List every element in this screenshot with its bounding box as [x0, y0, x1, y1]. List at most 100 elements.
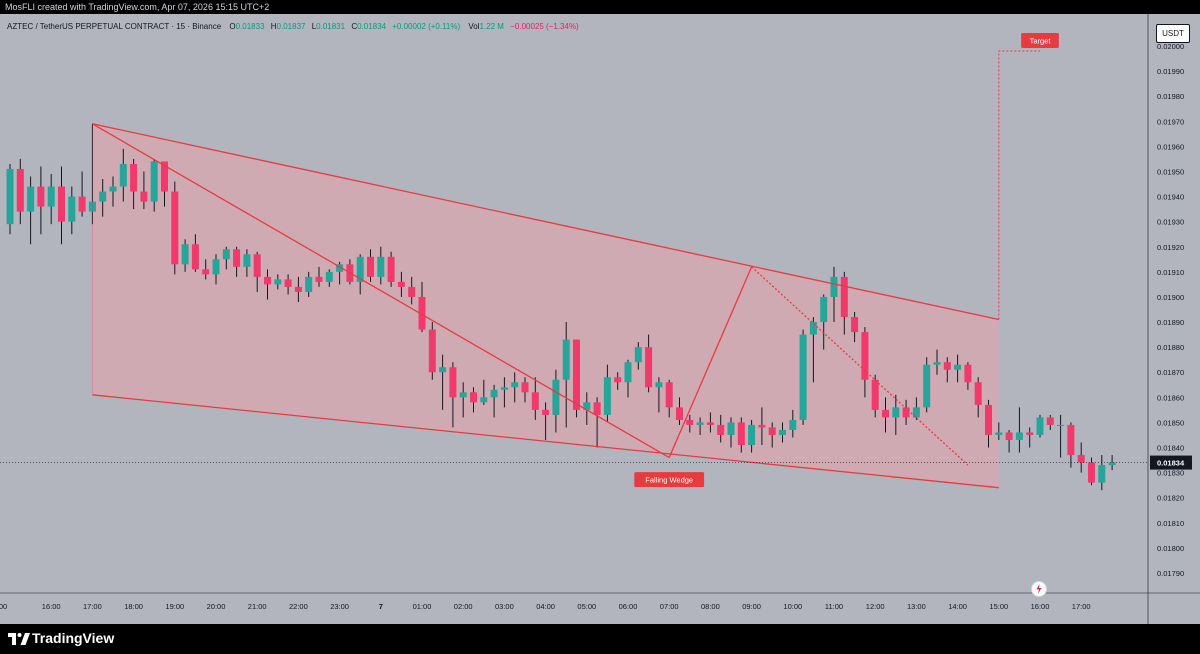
candle-89[interactable]: [923, 357, 931, 413]
candle-51[interactable]: [531, 377, 539, 420]
candle-95[interactable]: [985, 399, 992, 448]
candle-106[interactable]: [1098, 455, 1106, 491]
candle-27[interactable]: [284, 274, 292, 295]
candle-53[interactable]: [552, 369, 560, 433]
candle-30[interactable]: [315, 266, 323, 287]
candle-101[interactable]: [1046, 414, 1054, 430]
candle-42[interactable]: [439, 354, 447, 410]
candle-12[interactable]: [130, 158, 138, 210]
candle-68[interactable]: [706, 412, 714, 433]
candle-93[interactable]: [964, 362, 972, 390]
candle-56[interactable]: [583, 392, 591, 425]
candle-9[interactable]: [99, 179, 107, 217]
candle-86[interactable]: [892, 394, 900, 435]
target-label[interactable]: Target: [1021, 32, 1059, 48]
candle-17[interactable]: [181, 239, 189, 272]
falling-wedge-label[interactable]: Falling Wedge: [634, 472, 705, 488]
zigzag-segment-1[interactable]: [668, 266, 753, 458]
lightning-icon[interactable]: [1031, 581, 1047, 597]
candle-66[interactable]: [686, 414, 694, 433]
candle-2[interactable]: [27, 176, 35, 245]
candle-80[interactable]: [830, 266, 838, 323]
falling-wedge-area[interactable]: [92, 123, 999, 488]
candle-82[interactable]: [851, 312, 859, 343]
candle-19[interactable]: [202, 259, 210, 280]
current-price-tag[interactable]: [1150, 455, 1192, 470]
candle-34[interactable]: [356, 254, 364, 295]
candle-7[interactable]: [78, 171, 86, 217]
candle-57[interactable]: [593, 397, 601, 448]
candlestick-chart[interactable]: Falling Wedge Target 0.02000 0.01990 0.0198…: [0, 14, 1200, 624]
time-axis[interactable]: :00 16:00 17:00 18:00 19:00 20:00 21:00 22:00 23…: [0, 602, 1091, 611]
candle-62[interactable]: [645, 334, 653, 393]
candle-102[interactable]: [1057, 414, 1065, 458]
zigzag-segment-0[interactable]: [92, 123, 670, 459]
candle-97[interactable]: [1005, 429, 1013, 453]
candle-70[interactable]: [727, 417, 735, 448]
candle-47[interactable]: [490, 384, 498, 418]
candle-74[interactable]: [768, 422, 776, 448]
candle-98[interactable]: [1015, 407, 1023, 453]
candle-46[interactable]: [480, 379, 488, 405]
candle-8[interactable]: [88, 123, 96, 225]
zigzag-segment-2[interactable]: [751, 266, 969, 466]
candle-69[interactable]: [717, 414, 725, 443]
candle-11[interactable]: [119, 148, 127, 202]
candle-13[interactable]: [140, 171, 148, 210]
candle-41[interactable]: [428, 322, 436, 380]
tradingview-brand[interactable]: TradingView: [32, 630, 115, 646]
candle-16[interactable]: [171, 181, 179, 275]
candle-28[interactable]: [294, 276, 302, 302]
candle-78[interactable]: [809, 317, 817, 383]
candle-6[interactable]: [68, 186, 76, 235]
candle-67[interactable]: [696, 417, 704, 435]
candle-35[interactable]: [367, 249, 374, 282]
candle-10[interactable]: [109, 176, 117, 207]
candle-43[interactable]: [449, 362, 457, 428]
candle-39[interactable]: [408, 276, 416, 305]
candle-36[interactable]: [377, 246, 385, 285]
candle-105[interactable]: [1088, 457, 1095, 486]
candle-23[interactable]: [243, 249, 251, 277]
candle-14[interactable]: [150, 158, 158, 212]
candle-79[interactable]: [820, 294, 828, 350]
candle-64[interactable]: [665, 379, 673, 418]
candle-88[interactable]: [912, 397, 920, 420]
candle-72[interactable]: [748, 419, 756, 453]
candle-77[interactable]: [799, 329, 807, 425]
candle-103[interactable]: [1067, 422, 1075, 468]
candle-71[interactable]: [737, 417, 745, 453]
price-axis[interactable]: 0.02000 0.01990 0.01980 0.01970 0.01960 0.019…: [1150, 42, 1192, 578]
candle-38[interactable]: [397, 271, 405, 297]
candle-20[interactable]: [212, 254, 220, 285]
candle-32[interactable]: [336, 261, 344, 285]
candle-0[interactable]: [6, 163, 14, 235]
candle-65[interactable]: [676, 397, 683, 425]
candle-5[interactable]: [58, 166, 65, 245]
candle-22[interactable]: [233, 246, 241, 277]
tradingview-logo-icon[interactable]: [8, 632, 30, 646]
candle-24[interactable]: [253, 251, 261, 292]
wedge-lower-line[interactable]: [92, 394, 999, 489]
candle-81[interactable]: [840, 271, 848, 335]
candle-37[interactable]: [387, 251, 395, 287]
candle-48[interactable]: [500, 377, 508, 408]
candle-3[interactable]: [37, 166, 45, 235]
candle-29[interactable]: [305, 271, 313, 297]
candle-87[interactable]: [902, 399, 910, 425]
candle-59[interactable]: [614, 372, 622, 390]
candle-90[interactable]: [933, 349, 941, 375]
candle-26[interactable]: [274, 274, 282, 290]
candle-61[interactable]: [634, 342, 642, 370]
candle-75[interactable]: [779, 422, 786, 443]
currency-button[interactable]: USDT: [1156, 24, 1190, 43]
candle-52[interactable]: [542, 402, 550, 440]
candle-44[interactable]: [459, 382, 467, 418]
candle-63[interactable]: [655, 377, 663, 413]
candle-100[interactable]: [1036, 414, 1044, 438]
symbol-name[interactable]: AZTEC / TetherUS PERPETUAL CONTRACT · 15…: [7, 22, 222, 31]
candle-25[interactable]: [264, 269, 271, 300]
candle-45[interactable]: [470, 387, 477, 413]
candle-84[interactable]: [871, 374, 879, 418]
candle-18[interactable]: [191, 234, 199, 272]
